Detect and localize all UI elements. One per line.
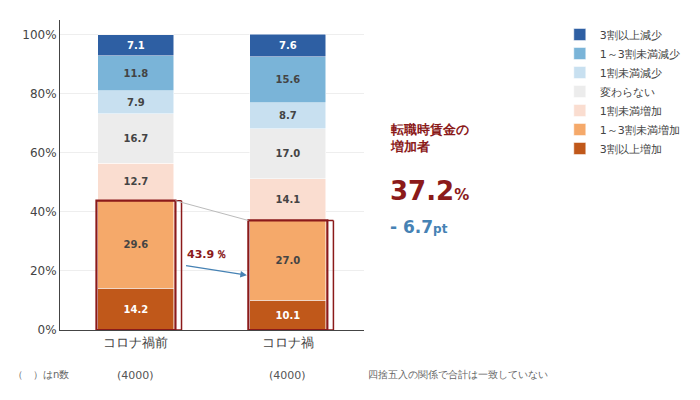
svg-text:7.6: 7.6 bbox=[279, 40, 297, 51]
svg-text:1割未満増加: 1割未満増加 bbox=[600, 105, 662, 118]
svg-text:(4000): (4000) bbox=[117, 369, 154, 382]
svg-text:16.7: 16.7 bbox=[124, 133, 149, 144]
svg-text:11.8: 11.8 bbox=[124, 68, 149, 79]
svg-text:0%: 0% bbox=[38, 323, 57, 337]
svg-text:8.7: 8.7 bbox=[279, 110, 297, 121]
svg-text:変わらない: 変わらない bbox=[600, 86, 655, 99]
svg-text:14.1: 14.1 bbox=[275, 194, 300, 205]
svg-text:10.1: 10.1 bbox=[275, 310, 300, 321]
svg-text:1～3割未満減少: 1～3割未満減少 bbox=[600, 48, 680, 61]
svg-text:80%: 80% bbox=[30, 87, 57, 101]
svg-text:17.0: 17.0 bbox=[275, 148, 300, 159]
svg-text:3割以上増加: 3割以上増加 bbox=[600, 143, 662, 156]
svg-text:43.9 ％: 43.9 ％ bbox=[187, 248, 227, 261]
svg-text:20%: 20% bbox=[30, 264, 57, 278]
svg-text:7.9: 7.9 bbox=[127, 97, 145, 108]
svg-text:12.7: 12.7 bbox=[124, 176, 149, 187]
svg-text:コロナ禍: コロナ禍 bbox=[262, 335, 314, 350]
svg-text:60%: 60% bbox=[30, 146, 57, 160]
svg-text:四捨五入の関係で合計は一致していない: 四捨五入の関係で合計は一致していない bbox=[368, 369, 548, 380]
svg-text:27.0: 27.0 bbox=[275, 255, 300, 266]
svg-text:(4000): (4000) bbox=[269, 369, 306, 382]
svg-text:14.2: 14.2 bbox=[124, 304, 149, 315]
svg-text:転職時賃金の増加者: 転職時賃金の増加者 bbox=[390, 122, 469, 154]
svg-text:コロナ禍前: コロナ禍前 bbox=[103, 335, 168, 350]
svg-text:（ ）はn数: （ ）はn数 bbox=[13, 369, 69, 380]
svg-text:- 6.7pt: - 6.7pt bbox=[390, 217, 448, 237]
svg-text:100%: 100% bbox=[22, 28, 56, 42]
svg-text:37.2%: 37.2% bbox=[390, 176, 469, 206]
svg-text:1～3割未満増加: 1～3割未満増加 bbox=[600, 124, 680, 137]
svg-text:29.6: 29.6 bbox=[124, 239, 149, 250]
svg-text:15.6: 15.6 bbox=[275, 74, 300, 85]
svg-text:1割未満減少: 1割未満減少 bbox=[600, 67, 662, 80]
svg-text:3割以上減少: 3割以上減少 bbox=[600, 29, 662, 42]
svg-text:40%: 40% bbox=[30, 205, 57, 219]
svg-text:7.1: 7.1 bbox=[127, 40, 145, 51]
